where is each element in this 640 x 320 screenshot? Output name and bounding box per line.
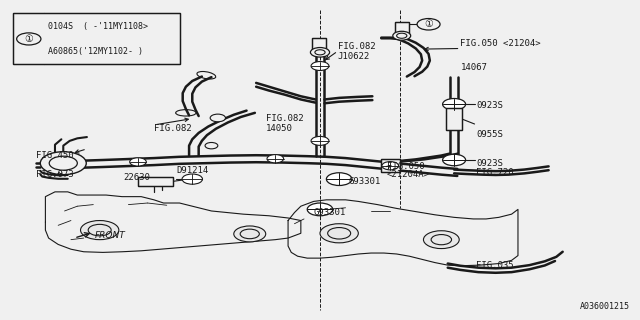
Text: G93301: G93301 [349, 177, 381, 186]
Circle shape [40, 152, 86, 175]
Bar [381, 159, 400, 172]
Circle shape [443, 99, 466, 110]
Circle shape [130, 158, 147, 166]
Text: FIG.720: FIG.720 [476, 168, 514, 177]
Circle shape [81, 220, 119, 240]
Text: A60865('12MY1102- ): A60865('12MY1102- ) [48, 47, 143, 56]
Circle shape [417, 19, 440, 30]
Circle shape [210, 114, 225, 122]
Text: FIG.082: FIG.082 [338, 42, 376, 52]
Circle shape [307, 203, 333, 216]
Circle shape [234, 226, 266, 242]
Bar [13, 13, 179, 64]
Text: 0923S: 0923S [476, 159, 503, 168]
Bar [446, 108, 463, 130]
Circle shape [326, 173, 352, 186]
Text: J10622: J10622 [338, 52, 370, 61]
Bar [138, 177, 173, 186]
Bar [312, 38, 326, 52]
Text: 22630: 22630 [124, 173, 150, 182]
Circle shape [205, 142, 218, 149]
Text: A036001215: A036001215 [580, 302, 630, 311]
Circle shape [424, 231, 460, 249]
Text: 0104S  ( -'11MY1108>: 0104S ( -'11MY1108> [48, 22, 148, 31]
Text: FRONT: FRONT [95, 231, 126, 240]
Text: 14067: 14067 [461, 63, 488, 72]
Text: <21204A>: <21204A> [387, 170, 430, 179]
Text: 0955S: 0955S [476, 130, 503, 139]
Text: ①: ① [424, 19, 433, 29]
Circle shape [310, 48, 330, 57]
Text: D91214: D91214 [176, 166, 209, 175]
Bar [138, 177, 173, 186]
Circle shape [443, 154, 466, 166]
Circle shape [393, 31, 411, 40]
Text: FIG.035: FIG.035 [476, 261, 514, 270]
Text: FIG.073: FIG.073 [36, 170, 74, 179]
Text: FIG.082: FIG.082 [266, 114, 303, 123]
Bar [13, 13, 179, 64]
Text: 14050: 14050 [266, 124, 292, 132]
Bar [446, 108, 463, 130]
Circle shape [311, 136, 329, 145]
Text: FIG.450: FIG.450 [36, 151, 74, 160]
Bar [381, 159, 400, 172]
Circle shape [17, 33, 41, 45]
Circle shape [311, 61, 329, 70]
Bar [395, 22, 409, 35]
Text: 0923S: 0923S [476, 101, 503, 110]
Circle shape [382, 162, 399, 170]
Text: FIG.050 <21204>: FIG.050 <21204> [461, 39, 541, 48]
Text: G93301: G93301 [314, 208, 346, 217]
Text: ①: ① [24, 34, 33, 44]
Circle shape [182, 174, 202, 184]
Circle shape [320, 224, 358, 243]
Circle shape [267, 155, 284, 163]
Text: FIG.082: FIG.082 [154, 124, 191, 132]
Bar [395, 22, 409, 35]
Bar [312, 38, 326, 52]
Text: FIG.050: FIG.050 [387, 162, 425, 171]
